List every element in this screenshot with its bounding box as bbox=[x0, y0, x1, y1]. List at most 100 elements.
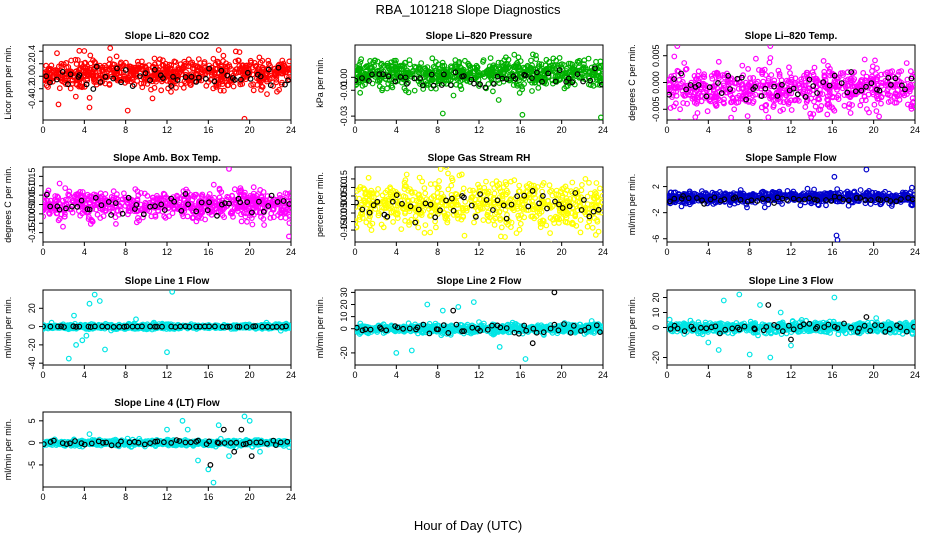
data-point bbox=[745, 205, 750, 210]
data-point bbox=[265, 92, 270, 97]
data-point bbox=[413, 214, 418, 219]
y-tick-label: -40 bbox=[27, 357, 37, 370]
x-tick-label: 8 bbox=[747, 125, 752, 135]
data-point bbox=[858, 188, 863, 193]
data-point bbox=[705, 109, 710, 114]
data-point bbox=[520, 113, 525, 118]
data-point bbox=[380, 193, 385, 198]
x-tick-label: 16 bbox=[827, 125, 837, 135]
data-point bbox=[500, 225, 505, 230]
data-point bbox=[746, 67, 751, 72]
y-axis-label: kPa per min. bbox=[315, 57, 325, 108]
data-point bbox=[170, 211, 175, 216]
hourly-point bbox=[91, 87, 96, 92]
y-tick-label: 2 bbox=[651, 184, 661, 189]
data-point bbox=[122, 191, 127, 196]
x-tick-label: 24 bbox=[286, 247, 296, 257]
x-tick-label: 4 bbox=[82, 370, 87, 380]
data-point bbox=[364, 220, 369, 225]
x-tick-label: 20 bbox=[245, 125, 255, 135]
points-5 bbox=[665, 167, 918, 242]
y-tick-label: 0.0 bbox=[27, 70, 37, 83]
data-point bbox=[536, 86, 541, 91]
data-point bbox=[376, 187, 381, 192]
data-point bbox=[832, 175, 837, 180]
x-tick-label: 20 bbox=[557, 125, 567, 135]
points-3 bbox=[41, 167, 293, 239]
x-tick-label: 12 bbox=[786, 247, 796, 257]
y-tick-label: 0.15 bbox=[339, 170, 349, 188]
x-tick-label: 4 bbox=[394, 247, 399, 257]
data-point bbox=[879, 101, 884, 106]
data-point bbox=[529, 58, 534, 63]
y-tick-label: 0.2 bbox=[27, 57, 37, 70]
x-tick-label: 24 bbox=[286, 125, 296, 135]
data-point bbox=[768, 56, 773, 61]
data-point bbox=[416, 225, 421, 230]
data-point bbox=[420, 179, 425, 184]
data-point bbox=[517, 91, 522, 96]
data-point bbox=[675, 44, 680, 49]
data-point bbox=[391, 220, 396, 225]
data-point bbox=[103, 192, 108, 197]
data-point bbox=[492, 191, 497, 196]
data-point bbox=[451, 93, 456, 98]
data-point bbox=[262, 223, 267, 228]
points-0 bbox=[41, 46, 293, 121]
x-tick-label: 8 bbox=[435, 247, 440, 257]
data-point bbox=[57, 181, 62, 186]
data-point bbox=[766, 202, 771, 207]
data-point bbox=[492, 223, 497, 228]
y-tick-label: 0.00 bbox=[339, 69, 349, 87]
data-point bbox=[682, 61, 687, 66]
data-point bbox=[111, 189, 116, 194]
x-tick-label: 24 bbox=[598, 125, 608, 135]
x-tick-label: 12 bbox=[474, 247, 484, 257]
panel-title: Slope Gas Stream RH bbox=[428, 153, 531, 164]
data-point bbox=[461, 186, 466, 191]
data-point bbox=[63, 186, 68, 191]
data-point bbox=[491, 89, 496, 94]
data-point bbox=[449, 183, 454, 188]
x-tick-label: 4 bbox=[82, 125, 87, 135]
x-tick-label: 4 bbox=[82, 247, 87, 257]
data-point bbox=[481, 218, 486, 223]
data-point bbox=[874, 109, 879, 114]
data-point bbox=[825, 112, 830, 117]
data-point bbox=[519, 222, 524, 227]
x-tick-label: 24 bbox=[598, 247, 608, 257]
data-point bbox=[462, 233, 467, 238]
data-point bbox=[769, 73, 774, 78]
data-point bbox=[517, 183, 522, 188]
data-point bbox=[496, 60, 501, 65]
x-tick-label: 20 bbox=[869, 125, 879, 135]
y-tick-label: -0.005 bbox=[651, 97, 661, 123]
data-point bbox=[404, 172, 409, 177]
data-point bbox=[872, 102, 877, 107]
x-tick-label: 4 bbox=[394, 125, 399, 135]
data-point bbox=[212, 182, 217, 187]
data-point bbox=[152, 56, 157, 61]
y-tick-label: -6 bbox=[651, 235, 661, 243]
data-point bbox=[548, 231, 553, 236]
data-point bbox=[745, 114, 750, 119]
data-point bbox=[484, 179, 489, 184]
data-point bbox=[585, 224, 590, 229]
data-point bbox=[277, 193, 282, 198]
data-point bbox=[437, 179, 442, 184]
x-tick-label: 16 bbox=[515, 125, 525, 135]
y-axis-label: degrees C per min. bbox=[627, 44, 637, 121]
data-point bbox=[751, 76, 756, 81]
data-point bbox=[779, 78, 784, 83]
data-point bbox=[594, 181, 599, 186]
data-point bbox=[221, 53, 226, 58]
x-tick-label: 12 bbox=[162, 247, 172, 257]
panel-title: Slope Amb. Box Temp. bbox=[113, 153, 221, 164]
x-tick-label: 16 bbox=[515, 247, 525, 257]
data-point bbox=[877, 114, 882, 119]
data-point bbox=[150, 96, 155, 101]
